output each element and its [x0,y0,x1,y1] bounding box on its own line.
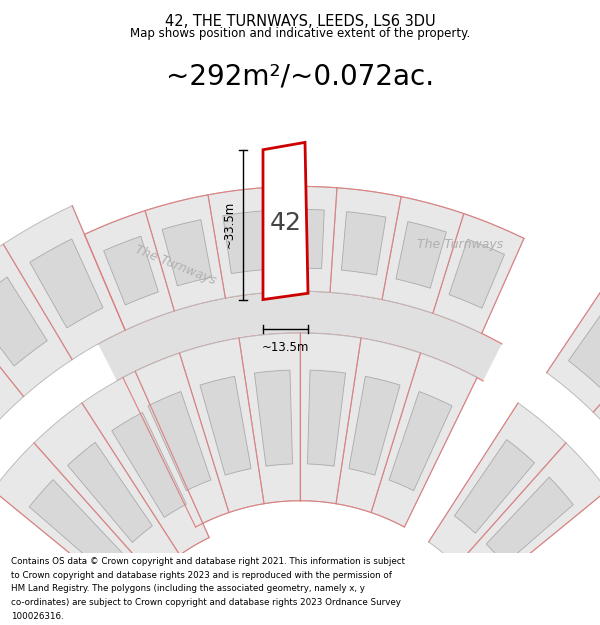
Polygon shape [98,291,502,381]
Polygon shape [179,338,264,512]
Polygon shape [34,403,180,577]
Text: to Crown copyright and database rights 2023 and is reproduced with the permissio: to Crown copyright and database rights 2… [11,571,392,580]
Polygon shape [112,412,187,518]
Polygon shape [0,292,23,440]
Text: Map shows position and indicative extent of the property.: Map shows position and indicative extent… [130,27,470,40]
Text: 42, THE TURNWAYS, LEEDS, LS6 3DU: 42, THE TURNWAYS, LEEDS, LS6 3DU [164,14,436,29]
Polygon shape [593,336,600,458]
Polygon shape [162,220,212,286]
Polygon shape [396,222,446,288]
Polygon shape [254,370,293,466]
Polygon shape [454,439,535,533]
Polygon shape [145,195,226,311]
Polygon shape [3,206,125,359]
Text: The Turnways: The Turnways [133,242,217,287]
Polygon shape [336,338,421,512]
Polygon shape [449,239,505,308]
Text: HM Land Registry. The polygons (including the associated geometry, namely x, y: HM Land Registry. The polygons (includin… [11,584,365,593]
Text: ~292m²/~0.072ac.: ~292m²/~0.072ac. [166,62,434,91]
Polygon shape [29,479,122,572]
Text: The Turnways: The Turnways [417,238,503,251]
Polygon shape [486,477,573,564]
Polygon shape [300,333,361,504]
Polygon shape [104,236,158,305]
Polygon shape [208,187,277,298]
Polygon shape [123,353,229,527]
Polygon shape [568,314,600,388]
Polygon shape [0,443,154,603]
Polygon shape [349,376,400,475]
Polygon shape [0,277,47,366]
Polygon shape [433,214,524,333]
Polygon shape [223,211,266,274]
Polygon shape [82,371,209,555]
Polygon shape [272,186,337,292]
Text: 100026316.: 100026316. [11,612,64,621]
Text: co-ordinates) are subject to Crown copyright and database rights 2023 Ordnance S: co-ordinates) are subject to Crown copyr… [11,598,401,607]
Polygon shape [30,239,103,328]
Text: 42: 42 [270,211,302,235]
Polygon shape [239,333,300,504]
Polygon shape [68,442,152,542]
Polygon shape [428,403,566,566]
Polygon shape [148,391,211,491]
Polygon shape [457,443,600,593]
Polygon shape [200,376,251,475]
Polygon shape [371,353,477,527]
Polygon shape [263,142,308,299]
Text: ~13.5m: ~13.5m [262,341,309,354]
Polygon shape [341,212,386,275]
Text: ~33.5m: ~33.5m [223,201,235,248]
Polygon shape [284,209,324,269]
Text: Contains OS data © Crown copyright and database right 2021. This information is : Contains OS data © Crown copyright and d… [11,557,405,566]
Polygon shape [547,287,600,412]
Polygon shape [85,211,174,330]
Polygon shape [330,188,401,299]
Polygon shape [307,370,346,466]
Polygon shape [389,391,452,491]
Polygon shape [0,244,72,397]
Polygon shape [382,197,464,313]
